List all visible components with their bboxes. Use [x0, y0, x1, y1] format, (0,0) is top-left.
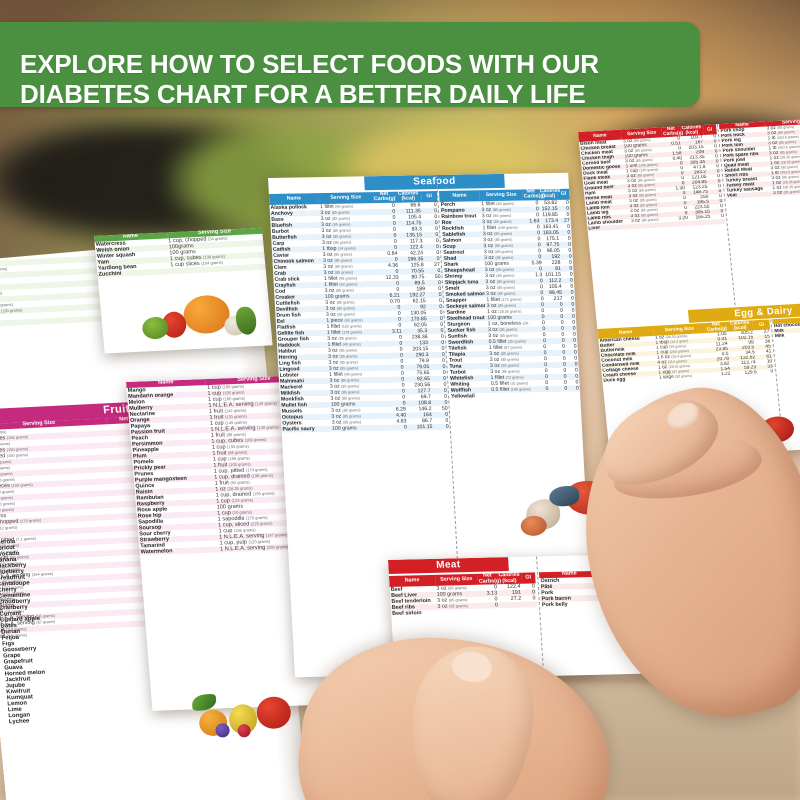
vegetables-illustration — [138, 288, 260, 354]
cell-calories: 101.15 — [545, 271, 562, 278]
col-calories: Calories (kcal) — [395, 190, 422, 203]
cell-calories: 152.15 — [539, 205, 559, 212]
cell-carbs — [533, 392, 550, 398]
seafood-right-body: Perch 1 fillet (46 grams) 0 53.82 0 Pompano 3 … — [439, 199, 581, 400]
cell-calories: 183.05 — [540, 229, 560, 236]
meat-top-left-body: Bison meat 3 oz (85 grams) 0 103.7 0 Chicken … — [579, 134, 726, 232]
meat-bottom-left-table: Name Serving Size Net Carbs(g) Calories … — [388, 572, 538, 617]
cell-serving: 0.5 fillet (35 grams) — [487, 337, 531, 345]
egg-dairy-left-body: American cheese 1 oz (28.35 grams) 1.05 105… — [598, 329, 775, 384]
fruits-left-names-body: Acerola Apricot Avocado Banana Blackberry Blu… — [0, 536, 98, 725]
cell-serving: 1 oz, boneless (28.35 g) — [487, 320, 530, 327]
blueberry-shape — [215, 723, 230, 738]
headline-banner: EXPLORE HOW TO SELECT FOODS WITH OUR DIA… — [0, 22, 700, 110]
apple-shape — [255, 695, 292, 730]
seafood-right-table: Name Serving Size Net Carbs(g) Calories … — [438, 187, 581, 400]
col-carbs: Net Carbs(g) — [522, 188, 546, 201]
cell-name: Skipjack tuna — [443, 278, 485, 286]
col-gi: GI — [420, 191, 438, 202]
cell-gi — [711, 218, 726, 225]
headline-line-2: DIABETES CHART FOR A BETTER DAILY LIFE — [20, 81, 586, 109]
cell-carbs: 1.22 — [720, 371, 731, 378]
cell-carbs — [480, 608, 500, 614]
fruits-illustration — [191, 687, 307, 749]
col-calories: Calories (kcal) — [538, 187, 561, 200]
cell-calories: 129.5 — [744, 370, 758, 376]
cell-serving: 100 grams — [330, 424, 386, 432]
cell-name: Pacific saury — [281, 425, 332, 433]
col-carbs: Net Carbs(g) — [477, 572, 502, 585]
meat-top-right-body: Pork chop 3 oz (85 grams) Pork hock 3 oz (8… — [719, 123, 800, 199]
col-name: Name — [438, 190, 481, 202]
col-gi: GI — [520, 572, 536, 584]
meat-top-left-table: Name Serving Size Net Carbs(g) Calories … — [578, 124, 726, 232]
vegetables-right-table: Name Serving Size Watercress 1 cup, chopp… — [94, 227, 266, 278]
cell-gi — [568, 391, 580, 397]
raspberry-shape — [237, 723, 251, 738]
cell-carbs — [670, 220, 690, 227]
col-serving: Serving Size — [479, 189, 523, 201]
fruits-left-names-table: Acerola Apricot Avocado Banana Blackberry Blu… — [0, 536, 98, 725]
vegetables-right-body: Watercress 1 cup, chopped (34 grams) Welsh… — [95, 233, 266, 278]
egg-dairy-left-table: Name Serving Size Net Carbs(g) Calories … — [597, 319, 775, 384]
cell-serving — [490, 392, 533, 399]
cell-calories — [689, 219, 713, 226]
cell-gi: 0 — [433, 423, 450, 430]
cell-serving: 0.5 fillet (140 grams) — [490, 385, 534, 393]
seafood-section-title: Seafood — [364, 173, 505, 191]
meat-bottom-left-body: Beef 3 oz (85 grams) 0 122.4 0 Beef Liver 100 … — [389, 583, 538, 617]
pumpkin-shape — [182, 293, 231, 336]
cell-name: Rainbow trout — [441, 212, 477, 220]
headline-text: EXPLORE HOW TO SELECT FOODS WITH OUR DIA… — [20, 50, 692, 110]
cell-carbs: 0 — [385, 424, 408, 431]
cell-calories: 101.15 — [407, 423, 434, 431]
cell-name: Yellowtail — [450, 392, 475, 400]
cell-name: Pork belly — [541, 601, 568, 608]
headline-line-1: EXPLORE HOW TO SELECT FOODS WITH OUR — [20, 51, 599, 79]
cell-name: Sockeye salmon — [445, 302, 486, 310]
cell-calories — [499, 608, 523, 615]
broccoli-shape — [141, 316, 170, 340]
cell-gi — [523, 607, 538, 613]
cell-serving — [437, 609, 480, 616]
cell-calories: 119.85 — [542, 211, 559, 218]
col-carbs: Net Carbs(g) — [372, 190, 396, 203]
cell-name: Beef sirloin — [392, 610, 422, 617]
cell-calories: 163.41 — [542, 223, 559, 230]
seafood-left-table: Name Serving Size Net Carbs(g) Calories … — [268, 190, 450, 433]
cell-calories — [550, 391, 569, 397]
leaf-shape — [191, 693, 217, 711]
shrimp-shape — [520, 515, 548, 537]
meat-bottom-section-title: Meat — [388, 557, 509, 574]
cell-name: Steelhead trout — [445, 314, 487, 322]
cell-gi: 0 — [770, 369, 774, 375]
seafood-left-body: Alaska pollock 1 fillet (60 grams) 0 66.6 0 A… — [269, 202, 450, 433]
cell-name: Smoked salmon — [444, 290, 486, 298]
